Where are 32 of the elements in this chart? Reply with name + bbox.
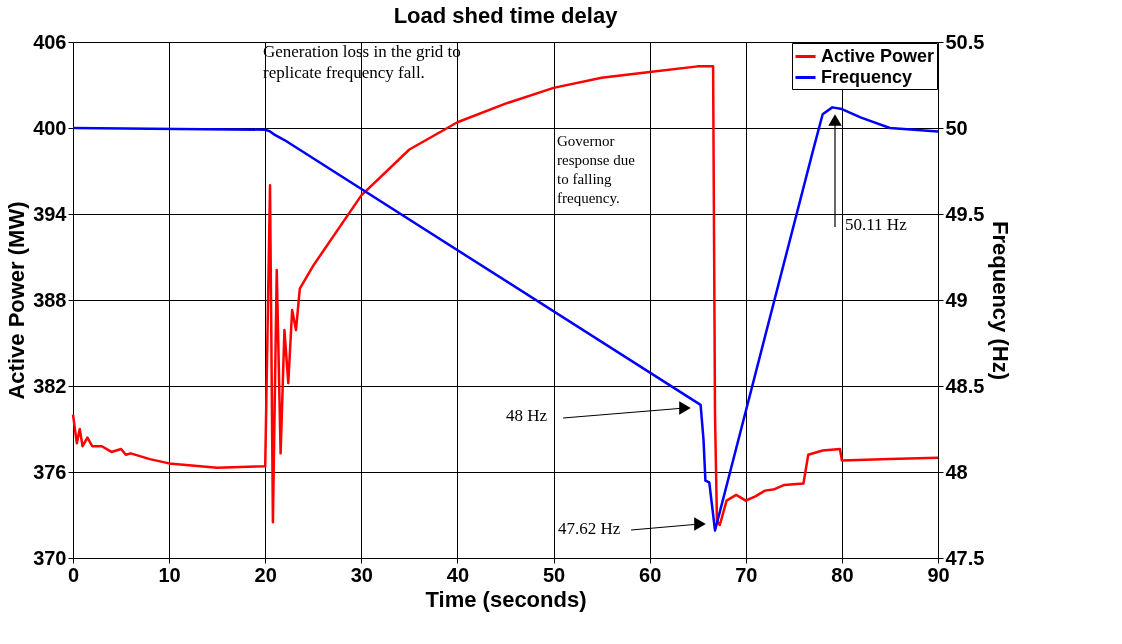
annotation: 47.62 Hz: [558, 519, 621, 538]
x-tick-label: 50: [542, 563, 566, 586]
y-tick-label: 382: [33, 374, 67, 397]
y-tick-label: 376: [33, 460, 67, 483]
x-tick-label: 40: [446, 563, 470, 586]
x-tick-label: 10: [158, 563, 181, 586]
legend-label: Frequency: [821, 66, 913, 87]
annotation: 48 Hz: [505, 406, 548, 425]
y2-tick-label: 50.5: [945, 30, 985, 53]
y-tick-label: 400: [33, 116, 67, 139]
x-tick-label: 20: [254, 563, 277, 586]
legend-label: Active Power: [821, 45, 935, 66]
x-tick-label: 80: [831, 563, 854, 586]
x-tick-label: 60: [639, 563, 662, 586]
x-tick-label: 70: [735, 563, 758, 586]
y-axis-title: Active Power (MW): [4, 201, 30, 400]
y2-tick-label: 48.5: [945, 374, 985, 397]
annotation: 50.11 Hz: [845, 215, 908, 234]
y-tick-label: 388: [33, 288, 67, 311]
y-tick-label: 406: [33, 30, 67, 53]
x-axis-title: Time (seconds): [425, 586, 587, 612]
x-tick-label: 0: [67, 563, 80, 586]
y2-tick-label: 48: [945, 460, 968, 483]
annotation: Governor response due to falling frequency.: [557, 133, 636, 206]
y-tick-label: 394: [33, 202, 68, 225]
chart-title: Load shed time delay: [393, 3, 619, 28]
y-tick-label: 370: [33, 546, 67, 569]
y2-axis-title: Frequency (Hz): [988, 221, 1014, 380]
x-tick-label: 30: [350, 563, 373, 586]
y2-tick-label: 49.5: [945, 202, 985, 225]
y2-tick-label: 49: [945, 288, 968, 311]
y2-tick-label: 50: [945, 116, 968, 139]
